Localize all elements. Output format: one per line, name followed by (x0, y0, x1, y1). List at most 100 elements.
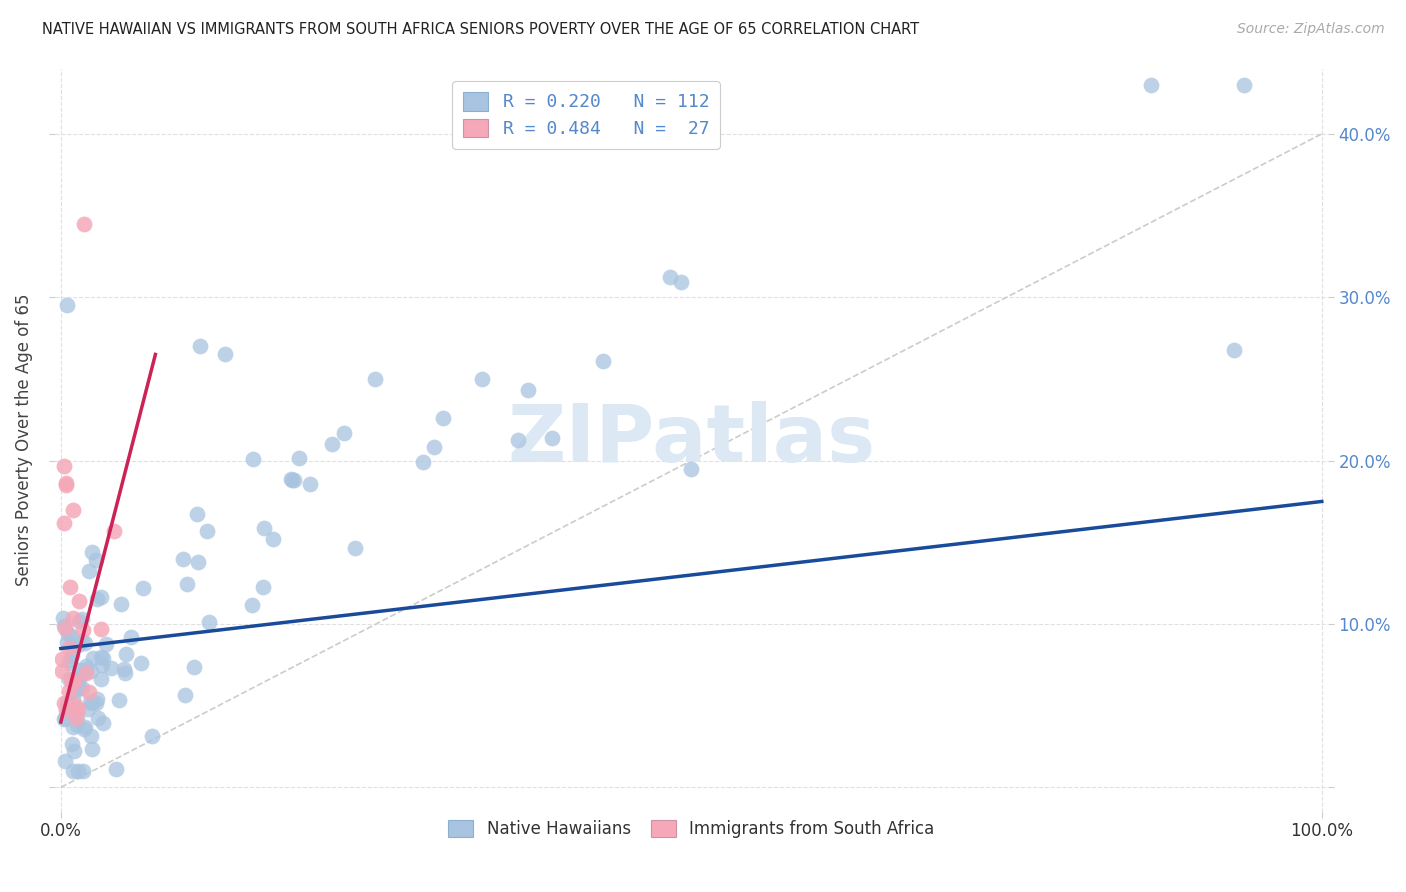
Point (65, 718, 87, 732)
Point (72, 217, 94, 231)
Point (129, 656, 152, 670)
Point (176, 576, 198, 591)
Point (65, 711, 87, 725)
Point (53, 754, 76, 768)
Point (195, 524, 218, 538)
Point (280, 473, 302, 487)
Point (75, 662, 97, 676)
Point (75, 659, 97, 673)
Point (288, 450, 311, 465)
Point (79, 729, 101, 743)
Point (681, 462, 703, 476)
Point (90, 590, 112, 604)
Point (59, 656, 82, 670)
Point (82, 696, 104, 710)
Point (262, 533, 284, 547)
Point (70, 681, 93, 695)
Point (174, 688, 197, 702)
Point (183, 660, 205, 674)
Point (62, 764, 84, 778)
Point (80, 545, 103, 559)
Point (344, 541, 367, 555)
Point (86, 692, 108, 706)
Point (52, 712, 75, 726)
Legend: Native Hawaiians, Immigrants from South Africa: Native Hawaiians, Immigrants from South … (441, 813, 941, 845)
Point (63, 743, 86, 757)
Point (60, 673, 83, 688)
Point (51, 665, 73, 679)
Point (299, 477, 322, 491)
Point (242, 452, 264, 467)
Point (53, 711, 76, 725)
Point (108, 692, 131, 706)
Point (52, 611, 75, 625)
Point (59, 581, 82, 595)
Point (70, 612, 93, 626)
Point (516, 383, 538, 397)
Point (52, 619, 75, 633)
Point (114, 665, 136, 680)
Point (67, 615, 90, 629)
Point (72, 666, 94, 681)
Text: Source: ZipAtlas.com: Source: ZipAtlas.com (1237, 22, 1385, 37)
Point (321, 437, 343, 451)
Point (56, 626, 79, 640)
Point (53, 516, 76, 530)
Point (252, 521, 274, 535)
Point (67, 680, 90, 694)
Point (53, 621, 76, 635)
Point (73, 636, 96, 650)
Point (91, 657, 114, 672)
Point (112, 662, 135, 676)
Point (103, 524, 125, 539)
Point (90, 672, 112, 686)
Point (77, 564, 100, 578)
Point (283, 473, 305, 487)
Point (55, 477, 77, 491)
Point (73, 722, 96, 736)
Point (73, 720, 96, 734)
Point (67, 681, 90, 695)
Point (364, 372, 387, 386)
Point (72, 764, 94, 778)
Point (671, 275, 693, 289)
Point (90, 649, 112, 664)
Point (63, 698, 86, 712)
Point (66, 710, 89, 724)
Point (115, 647, 138, 661)
Point (412, 455, 434, 469)
Point (51, 652, 73, 666)
Point (77, 684, 100, 698)
Point (62, 611, 84, 625)
Point (63, 682, 86, 697)
Point (63, 706, 86, 721)
Point (80, 665, 103, 679)
Point (87, 711, 110, 725)
Point (55, 476, 77, 491)
Point (1222, 343, 1244, 357)
Point (91, 715, 114, 730)
Point (55, 703, 77, 717)
Point (91, 650, 114, 665)
Point (59, 652, 82, 666)
Point (67, 638, 90, 652)
Point (84, 553, 107, 567)
Point (52, 696, 75, 710)
Point (82, 651, 104, 665)
Point (252, 580, 274, 594)
Point (541, 431, 564, 445)
Text: NATIVE HAWAIIAN VS IMMIGRANTS FROM SOUTH AFRICA SENIORS POVERTY OVER THE AGE OF : NATIVE HAWAIIAN VS IMMIGRANTS FROM SOUTH… (42, 22, 920, 37)
Point (508, 433, 530, 447)
Point (58, 672, 80, 686)
Point (62, 720, 84, 734)
Point (58, 703, 80, 717)
Point (67, 594, 90, 608)
Point (72, 623, 94, 637)
Point (1233, 78, 1256, 92)
Point (280, 472, 302, 486)
Point (58, 641, 80, 656)
Point (100, 660, 122, 674)
Point (423, 440, 446, 454)
Point (62, 674, 84, 689)
Point (188, 339, 211, 353)
